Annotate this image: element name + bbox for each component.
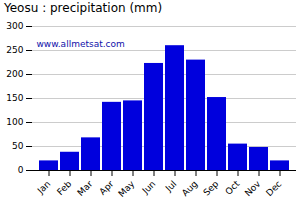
- svg-text:Jan: Jan: [35, 179, 53, 197]
- svg-text:Dec: Dec: [264, 179, 283, 198]
- svg-text:100: 100: [6, 117, 23, 127]
- svg-text:Apr: Apr: [97, 179, 115, 197]
- svg-text:200: 200: [6, 69, 23, 79]
- svg-text:250: 250: [6, 45, 23, 55]
- svg-text:Oct: Oct: [223, 178, 241, 196]
- svg-text:Jul: Jul: [163, 179, 178, 194]
- svg-text:www.allmetsat.com: www.allmetsat.com: [37, 39, 125, 49]
- svg-text:Mar: Mar: [75, 178, 94, 197]
- svg-text:May: May: [116, 178, 137, 199]
- html-text:Yeosu : precipitation (mm): Yeosu : precipitation (mm): [4, 1, 163, 15]
- svg-text:0: 0: [18, 165, 24, 175]
- svg-text:300: 300: [6, 21, 23, 31]
- svg-text:150: 150: [6, 93, 23, 103]
- svg-text:Feb: Feb: [55, 179, 74, 198]
- svg-text:Aug: Aug: [180, 179, 200, 199]
- svg-text:Jun: Jun: [140, 179, 158, 197]
- svg-text:50: 50: [12, 141, 24, 151]
- svg-text:Nov: Nov: [243, 178, 263, 198]
- svg-text:Sep: Sep: [201, 179, 220, 198]
